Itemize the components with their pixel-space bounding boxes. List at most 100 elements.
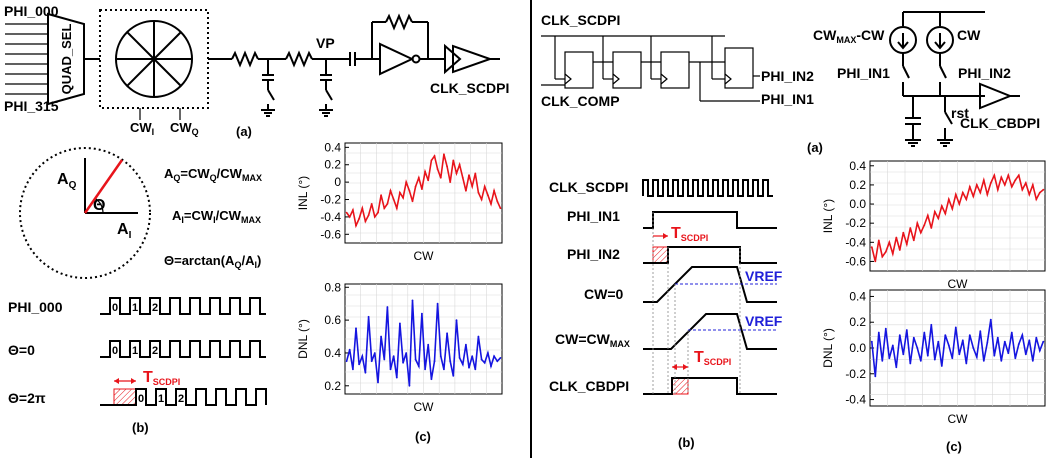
data-point — [972, 195, 975, 198]
data-point — [874, 260, 877, 263]
data-point — [474, 368, 477, 371]
wave-row-theta0: Θ=0 — [8, 342, 35, 358]
y-tick-label: 0.2 — [849, 315, 866, 329]
data-point — [958, 353, 961, 356]
y-tick-label: 0.4 — [324, 140, 341, 154]
data-point — [421, 188, 423, 191]
data-point — [446, 165, 448, 168]
data-point — [916, 347, 919, 349]
data-point — [414, 358, 417, 361]
left-inl-chart: 0.4 0.2 0 -0.2 -0.4 -0.6 CW INL (°) — [296, 140, 503, 263]
y-tick-label: -0.4 — [845, 235, 866, 249]
data-point — [923, 331, 926, 334]
data-point — [370, 203, 373, 205]
data-point — [427, 179, 430, 182]
data-point — [389, 189, 392, 192]
data-point — [940, 365, 943, 367]
data-point — [345, 360, 348, 363]
data-point — [471, 185, 474, 188]
data-point — [898, 249, 901, 251]
data-point — [895, 366, 898, 369]
current-dac — [889, 11, 1020, 147]
data-point — [1021, 188, 1024, 191]
data-point — [395, 376, 398, 379]
y-tick-label: 0.0 — [849, 341, 866, 355]
data-point — [461, 363, 464, 366]
y-tick-label: 0.6 — [324, 313, 341, 327]
data-point — [979, 330, 982, 333]
data-point — [430, 378, 433, 381]
data-point — [1007, 174, 1010, 177]
data-point — [487, 194, 489, 197]
quad-sel-mux — [47, 12, 85, 106]
phi-315-label: PHI_315 — [4, 98, 59, 114]
data-point — [877, 239, 880, 242]
y-axis-label: INL (°) — [296, 176, 310, 210]
data-point — [439, 355, 442, 358]
theta-label: Θ — [93, 197, 105, 214]
data-point — [947, 344, 950, 347]
data-point — [993, 354, 996, 357]
data-point — [968, 185, 971, 188]
data-point — [881, 360, 884, 362]
data-point — [430, 159, 433, 162]
data-point — [424, 368, 426, 371]
data-point — [1021, 334, 1024, 336]
data-point — [361, 355, 364, 358]
data-point — [364, 220, 367, 223]
data-point — [443, 153, 445, 156]
data-point — [1028, 193, 1031, 196]
timing-row-phi-in2: PHI_IN2 — [567, 246, 620, 262]
cwmax-cw-label: CWMAX-CW — [813, 27, 885, 45]
data-point — [930, 323, 933, 326]
x-axis-label: CW — [414, 249, 435, 263]
data-point — [870, 340, 873, 343]
data-point — [986, 341, 989, 344]
y-tick-label: -0.2 — [845, 367, 866, 381]
data-point — [427, 343, 430, 346]
data-point — [417, 365, 420, 367]
vp-label: VP — [316, 35, 335, 51]
data-point — [954, 193, 957, 196]
data-point — [888, 357, 891, 360]
data-point — [436, 302, 439, 305]
timing-row-clk-scdpi: CLK_SCDPI — [549, 179, 628, 195]
y-axis-label: DNL (°) — [296, 319, 310, 359]
data-point — [1014, 179, 1017, 182]
y-axis-label: DNL (°) — [821, 328, 835, 368]
data-point — [405, 352, 408, 354]
data-point — [411, 200, 414, 203]
data-point — [474, 172, 477, 175]
data-point — [1038, 349, 1041, 352]
clk-scdpi-in-label: CLK_SCDPI — [541, 12, 620, 28]
data-point — [926, 354, 929, 357]
clk-scdpi-output-label: CLK_SCDPI — [430, 80, 509, 96]
data-point — [358, 217, 360, 220]
left-dnl-chart: 0.8 0.6 0.4 0.2 CW DNL (°) — [296, 280, 503, 414]
data-point — [452, 159, 455, 162]
caption-right-a: (a) — [807, 140, 823, 155]
data-point — [395, 207, 398, 210]
data-point — [348, 348, 351, 351]
data-point — [1003, 184, 1006, 186]
data-point — [355, 327, 357, 330]
x-axis-label: CW — [948, 277, 969, 291]
data-point — [1017, 343, 1020, 345]
data-point — [424, 170, 426, 173]
timing-row-cwmax: CW=CWMAX — [555, 331, 630, 349]
data-point — [982, 179, 985, 182]
data-point — [1000, 176, 1003, 179]
pulse-label-0-a: 0 — [112, 302, 118, 314]
data-point — [1042, 340, 1045, 343]
data-point — [392, 355, 395, 358]
data-point — [1024, 353, 1027, 356]
pulse-label-0-b: 0 — [112, 345, 118, 357]
data-point — [968, 334, 971, 336]
data-point — [370, 360, 373, 363]
data-point — [411, 299, 414, 302]
data-point — [433, 155, 436, 157]
data-point — [933, 358, 936, 361]
data-point — [446, 332, 448, 335]
data-point — [386, 203, 389, 205]
data-point — [439, 176, 442, 179]
